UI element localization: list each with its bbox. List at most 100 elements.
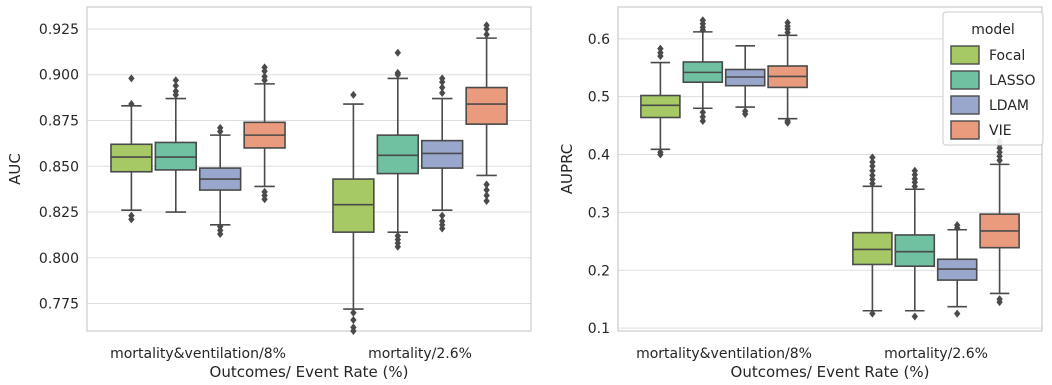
outlier-point xyxy=(869,166,876,175)
outlier-point xyxy=(483,21,490,30)
y-tick-label: 0.875 xyxy=(39,113,79,129)
y-tick-label: 0.2 xyxy=(588,263,610,279)
outlier-point xyxy=(869,309,876,318)
x-axis-title: Outcomes/ Event Rate (%) xyxy=(210,363,409,381)
outlier-point xyxy=(954,221,961,230)
legend-swatch xyxy=(950,120,980,140)
x-tick-label: mortality/2.6% xyxy=(368,346,472,362)
y-axis-title: AUPRC xyxy=(558,144,576,194)
legend-title: model xyxy=(971,22,1015,38)
outlier-point xyxy=(394,48,401,57)
box-body xyxy=(376,134,420,175)
outlier-point xyxy=(954,309,961,318)
outlier-point xyxy=(869,153,876,162)
box-vie xyxy=(979,137,1020,307)
outlier-point xyxy=(699,112,706,121)
outlier-point xyxy=(784,18,791,27)
outlier-point xyxy=(996,156,1003,165)
outlier-point xyxy=(350,323,357,332)
box-lasso xyxy=(682,16,724,125)
legend-label: Focal xyxy=(989,48,1025,64)
outlier-point xyxy=(172,81,179,90)
outlier-point xyxy=(439,74,446,83)
legend-label: VIE xyxy=(989,123,1012,139)
y-tick-label: 0.900 xyxy=(39,68,79,84)
box-lasso xyxy=(894,166,936,321)
x-tick-label: mortality/2.6% xyxy=(884,346,988,362)
outlier-point xyxy=(996,152,1003,161)
legend-label: LDAM xyxy=(989,98,1029,114)
box-ldam xyxy=(420,74,464,233)
outlier-point xyxy=(217,222,224,231)
outlier-point xyxy=(261,187,268,196)
outlier-point xyxy=(911,182,918,191)
x-tick-label: mortality&ventilation/8% xyxy=(636,346,812,362)
legend-swatch xyxy=(950,70,980,90)
box-body xyxy=(110,143,153,173)
y-tick-label: 0.775 xyxy=(39,297,79,313)
legend-swatch xyxy=(950,45,980,65)
box-vie xyxy=(243,63,286,204)
outlier-point xyxy=(172,87,179,96)
y-tick-label: 0.4 xyxy=(588,148,610,164)
outlier-point xyxy=(483,197,490,206)
outlier-point xyxy=(742,107,749,116)
outlier-point xyxy=(439,211,446,220)
box-ldam xyxy=(936,221,978,318)
plot-frame xyxy=(617,6,1043,332)
outlier-point xyxy=(699,108,706,117)
outlier-point xyxy=(128,100,135,109)
box-ldam xyxy=(724,44,766,119)
outlier-point xyxy=(911,166,918,175)
legend-swatch xyxy=(950,95,980,115)
outlier-point xyxy=(699,116,706,125)
outlier-point xyxy=(657,48,664,57)
box-focal xyxy=(852,153,893,318)
box-vie xyxy=(465,21,508,206)
outlier-point xyxy=(128,211,135,220)
outlier-point xyxy=(996,148,1003,157)
y-tick-label: 0.825 xyxy=(39,205,79,221)
outlier-point xyxy=(996,295,1003,304)
outlier-point xyxy=(911,170,918,179)
box-body xyxy=(332,178,375,233)
box-focal xyxy=(332,90,375,335)
outlier-point xyxy=(439,83,446,92)
outlier-point xyxy=(350,90,357,99)
auprc-chart: 0.1 0.2 0.3 0.4 0.5 0.6 mortality&ventilation/… xyxy=(558,6,1044,381)
outlier-point xyxy=(657,44,664,53)
outlier-point xyxy=(911,312,918,321)
outlier-point xyxy=(439,217,446,226)
outlier-point xyxy=(869,158,876,167)
outlier-point xyxy=(261,72,268,81)
box-focal xyxy=(640,44,681,159)
box-ldam xyxy=(198,123,242,238)
legend-label: LASSO xyxy=(989,73,1036,89)
outlier-point xyxy=(483,186,490,195)
box-lasso xyxy=(154,76,198,213)
outlier-point xyxy=(350,316,357,325)
box-body xyxy=(420,139,464,169)
outlier-point xyxy=(350,308,357,317)
outlier-point xyxy=(128,74,135,83)
outlier-point xyxy=(869,162,876,171)
outlier-point xyxy=(483,30,490,39)
box-body xyxy=(852,231,893,266)
y-tick-label: 0.6 xyxy=(588,32,610,48)
box-body xyxy=(465,86,508,125)
outlier-point xyxy=(699,16,706,25)
legend: model Focal LASSO LDAM VIE xyxy=(942,11,1044,146)
box-body xyxy=(640,94,681,119)
outlier-point xyxy=(439,89,446,98)
x-axis-title: Outcomes/ Event Rate (%) xyxy=(731,363,930,381)
outlier-point xyxy=(261,63,268,72)
outlier-point xyxy=(869,171,876,180)
outlier-point xyxy=(483,191,490,200)
outlier-point xyxy=(394,68,401,77)
y-tick-label: 0.925 xyxy=(39,22,79,38)
outlier-point xyxy=(784,116,791,125)
auc-chart: 0.775 0.800 0.825 0.850 0.875 0.900 0.925 morta… xyxy=(6,6,532,381)
box-vie xyxy=(767,18,808,127)
y-axis-title: AUC xyxy=(6,153,24,185)
